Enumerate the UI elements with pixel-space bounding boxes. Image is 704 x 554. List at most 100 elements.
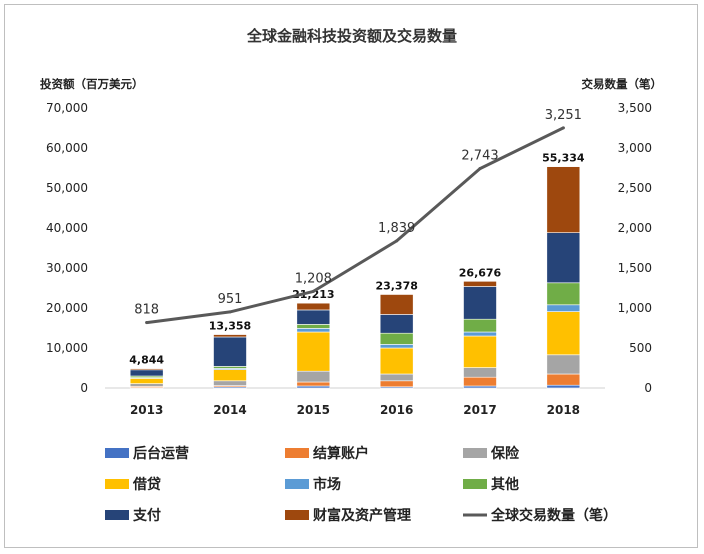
- x-tick-label: 2013: [130, 403, 163, 417]
- deal-count-label: 1,839: [378, 221, 415, 236]
- legend-label: 保险: [490, 445, 520, 462]
- deal-count-label: 951: [218, 292, 243, 307]
- legend-swatch: [463, 479, 487, 489]
- y-tick-label: 40,000: [46, 221, 88, 235]
- legend-label: 全球交易数量（笔）: [490, 507, 617, 524]
- bar-segment: [296, 302, 331, 311]
- bar-segment: [296, 324, 331, 329]
- deal-count-point: [145, 321, 149, 325]
- legend-label: 借贷: [132, 476, 161, 493]
- deal-count-point: [228, 310, 232, 314]
- bar-total-label: 23,378: [375, 279, 417, 292]
- deal-count-point: [561, 126, 565, 130]
- chart-title: 全球金融科技投资额及交易数量: [246, 27, 457, 45]
- y2-tick-label: 1,500: [618, 261, 652, 275]
- y-axis-title: 投资额（百万美元）: [40, 77, 144, 91]
- bar-segment: [296, 381, 331, 387]
- x-tick-label: 2017: [463, 403, 496, 417]
- bar-total-label: 55,334: [542, 152, 585, 165]
- deal-count-label: 1,208: [295, 271, 332, 286]
- x-tick-label: 2015: [297, 403, 330, 417]
- bar-segment: [129, 368, 164, 371]
- deal-count-point: [395, 239, 399, 243]
- y-tick-label: 30,000: [46, 261, 88, 275]
- bar-segment: [463, 280, 497, 287]
- y-tick-label: 0: [80, 381, 88, 395]
- x-axis: 2013 2014 2015 2016 2017 2018: [130, 403, 580, 417]
- legend-label: 支付: [132, 507, 161, 524]
- y-tick-label: 60,000: [46, 141, 88, 155]
- bar-segment: [213, 380, 247, 386]
- bar-total-label: 4,844: [129, 354, 164, 367]
- deal-count-label: 3,251: [545, 108, 582, 123]
- y-tick-label: 10,000: [46, 341, 88, 355]
- bar-segment: [379, 294, 414, 315]
- bar-segment: [213, 334, 247, 338]
- bar-segment: [379, 314, 414, 334]
- deal-count-line: 818 951 1,208 1,839 2,743 3,251: [134, 108, 582, 325]
- bar-segment: [463, 318, 497, 333]
- deal-count-point: [311, 289, 315, 293]
- bar-segment: [129, 369, 164, 377]
- y2-tick-label: 3,000: [618, 141, 652, 155]
- legend-swatch: [105, 448, 129, 458]
- y2-tick-label: 500: [629, 341, 652, 355]
- bar-segment: [463, 376, 497, 387]
- legend-swatch: [105, 479, 129, 489]
- y-tick-label: 20,000: [46, 301, 88, 315]
- bar-segment: [213, 336, 247, 367]
- bar-segment: [129, 383, 164, 387]
- legend-label: 其他: [491, 476, 519, 493]
- y2-tick-label: 2,000: [618, 221, 652, 235]
- deal-count-label: 2,743: [461, 149, 498, 164]
- legend-label: 后台运营: [133, 445, 189, 462]
- legend-swatch: [285, 479, 309, 489]
- bar-segment: [546, 311, 581, 356]
- bar-segment: [296, 328, 331, 333]
- bar-segment: [463, 367, 497, 378]
- x-tick-label: 2014: [213, 403, 246, 417]
- bar-segment: [546, 384, 581, 389]
- bar-segment: [546, 354, 581, 375]
- bar-segment: [379, 373, 414, 382]
- bar-segment: [379, 344, 414, 349]
- bar-segment: [546, 282, 581, 306]
- y2-tick-label: 2,500: [618, 181, 652, 195]
- bar-segment: [296, 331, 331, 372]
- legend-swatch: [463, 448, 487, 458]
- bar-segment: [296, 309, 331, 325]
- bar-segment: [463, 335, 497, 368]
- bar-series: [129, 166, 581, 389]
- bar-total-label: 13,358: [209, 320, 251, 333]
- legend-label: 结算账户: [313, 445, 369, 462]
- deal-count-label: 818: [134, 303, 159, 318]
- bar-segment: [546, 166, 581, 233]
- legend-swatch: [105, 510, 129, 520]
- bar-segment: [379, 332, 414, 345]
- x-tick-label: 2018: [547, 403, 580, 417]
- legend-label: 财富及资产管理: [312, 507, 411, 524]
- bar-total-label: 26,676: [459, 266, 502, 279]
- bar-segment: [463, 286, 497, 320]
- bar-segment: [296, 370, 331, 383]
- y2-tick-label: 3,500: [618, 101, 652, 115]
- y-axis: 0 10,000 20,000 30,000 40,000 50,000 60,000 70,…: [46, 101, 88, 395]
- bar-segment: [379, 380, 414, 388]
- bar-total-label: 21,213: [292, 288, 334, 301]
- y2-axis-title: 交易数量（笔）: [582, 77, 663, 91]
- bar-segment: [546, 373, 581, 386]
- y2-tick-label: 0: [644, 381, 652, 395]
- bar-segment: [546, 304, 581, 312]
- bar-segment: [379, 347, 414, 375]
- y-tick-label: 70,000: [46, 101, 88, 115]
- legend-label: 市场: [313, 476, 341, 493]
- y2-axis: 0 500 1,000 1,500 2,000 2,500 3,000 3,500: [618, 101, 652, 395]
- deal-count-line-path: [145, 126, 565, 325]
- bar-segment: [213, 369, 247, 382]
- x-tick-label: 2016: [380, 403, 413, 417]
- legend-swatch: [285, 510, 309, 520]
- y-tick-label: 50,000: [46, 181, 88, 195]
- bar-segment: [546, 232, 581, 284]
- bar-segment: [129, 378, 164, 384]
